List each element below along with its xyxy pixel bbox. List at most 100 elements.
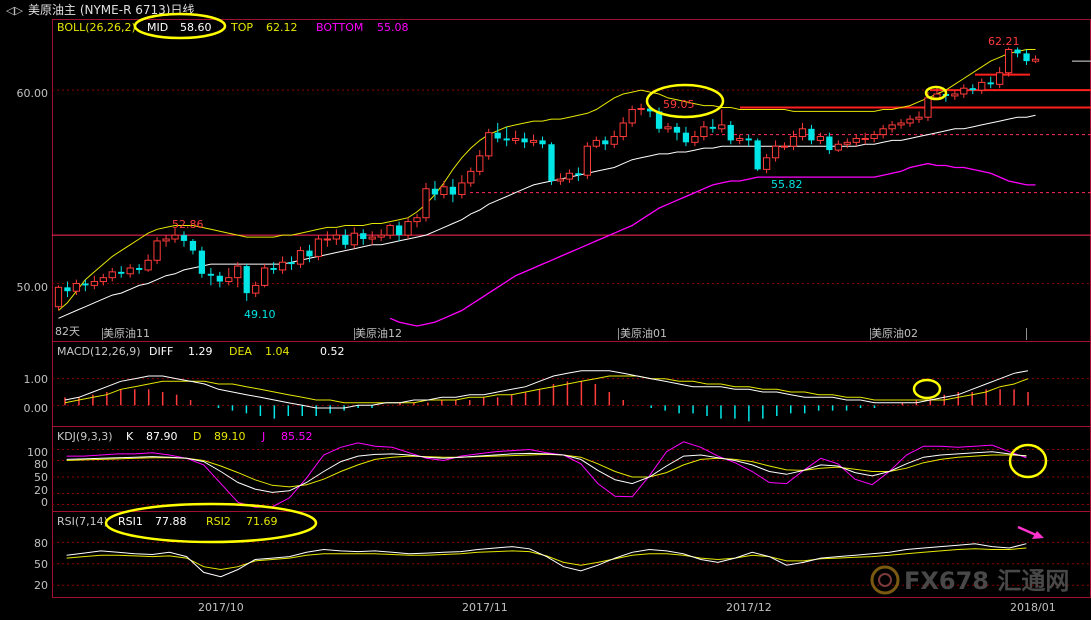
- contract-label: 美原油02: [871, 326, 918, 340]
- macd-tick-label: 1.00: [24, 373, 49, 386]
- candle-body-down: [207, 273, 215, 276]
- candle-body-down: [342, 235, 349, 245]
- macd-diff-line: [64, 370, 1029, 409]
- candle-body-up: [153, 240, 161, 261]
- kdj-tick-label: 20: [34, 484, 48, 497]
- candle-body-up: [565, 172, 574, 180]
- candle-body-down: [1023, 53, 1030, 62]
- candle-body-up: [780, 145, 789, 148]
- support-resistance-lines: [52, 60, 1091, 236]
- candle-body-up: [736, 137, 744, 141]
- boll-mid-line: [58, 114, 1036, 319]
- candle-body-up: [261, 267, 269, 286]
- macd-diff-value: 1.29: [188, 345, 213, 358]
- candle-body-down: [521, 138, 528, 143]
- candle-body-down: [136, 268, 143, 270]
- candle-body-up: [458, 182, 466, 196]
- candle-body-up: [888, 124, 896, 130]
- candle-body-down: [1014, 49, 1021, 54]
- candle-body-up: [413, 217, 421, 223]
- kdj-tick-label: 0: [41, 496, 48, 509]
- candle-body-down: [548, 144, 555, 181]
- candle-body-down: [306, 250, 313, 257]
- kdj-axis: 100 80 50 20 0: [27, 446, 48, 509]
- kdj-series: [66, 441, 1027, 508]
- candle-body-up: [718, 124, 726, 130]
- candle-body-up: [332, 234, 340, 240]
- boll-header: BOLL(26,26,2) MID 58.60 TOP 62.12 BOTTOM…: [57, 21, 409, 34]
- kdj-d-value: 89.10: [214, 430, 246, 443]
- candle-body-up: [789, 136, 798, 147]
- highlight-boll-mid: [133, 12, 227, 40]
- bollinger-bands: [58, 49, 1036, 327]
- boll-bottom-label: BOTTOM: [316, 21, 363, 34]
- candle-body-down: [754, 140, 761, 170]
- candle-body-down: [189, 240, 197, 251]
- candle-body-down: [709, 126, 716, 129]
- candle-body-up: [960, 87, 968, 95]
- macd-axis: 1.00 0.00: [24, 373, 49, 415]
- candle-body-up: [592, 139, 600, 147]
- contract-label: 美原油12: [355, 326, 402, 340]
- rsi-tick-label: 50: [34, 558, 48, 571]
- candle-body-up: [90, 281, 98, 286]
- candle-body-down: [198, 250, 206, 274]
- candle-body-up: [350, 232, 358, 246]
- candle-body-up: [906, 118, 914, 124]
- macd-header: MACD(12,26,9) DIFF 1.29 DEA 1.04 0.52: [57, 345, 345, 358]
- candle-body-down: [395, 225, 403, 236]
- rsi1-value: 77.88: [155, 515, 187, 528]
- date-label: 2017/12: [726, 601, 772, 614]
- candle-body-up: [72, 282, 81, 292]
- candle-body-down: [673, 126, 681, 133]
- trend-arrow: [1017, 525, 1044, 539]
- candle-body-up: [700, 126, 708, 138]
- candle-body-up: [162, 238, 170, 242]
- kdj-j-label: J: [261, 430, 265, 443]
- kdj-k-value: 87.90: [146, 430, 178, 443]
- annotation-high-3: 62.21: [988, 35, 1020, 48]
- candle-body-down: [826, 136, 833, 151]
- candle-body-up: [422, 188, 430, 219]
- date-label: 2018/01: [1010, 601, 1056, 614]
- candle-body-up: [1004, 49, 1013, 74]
- candle-body-up: [897, 122, 905, 126]
- boll-bottom-line: [389, 162, 1036, 327]
- contract-label: 82天: [55, 325, 80, 338]
- candle-body-up: [404, 221, 412, 236]
- candle-body-up: [108, 271, 116, 279]
- candle-body-up: [511, 137, 520, 141]
- candle-body-up: [556, 178, 565, 182]
- kdj-d-label: D: [193, 430, 201, 443]
- candle-body-down: [646, 108, 654, 112]
- candle-body-down: [118, 271, 125, 274]
- rsi2-value: 71.69: [246, 515, 278, 528]
- candle-body-up: [610, 136, 618, 145]
- candle-body-up: [467, 170, 475, 184]
- macd-dea-line: [64, 375, 1029, 404]
- kdj-k-label: K: [126, 430, 134, 443]
- candle-body-up: [386, 224, 394, 236]
- kdj-tick-label: 80: [34, 458, 48, 471]
- macd-series: [64, 370, 1029, 422]
- price-tick-label: 50.00: [17, 281, 49, 294]
- kdj-label: KDJ(9,3,3): [57, 430, 113, 443]
- candle-body-up: [915, 116, 923, 120]
- candles: [54, 47, 1040, 311]
- candle-body-up: [870, 134, 878, 139]
- candle-body-up: [314, 238, 323, 257]
- rsi-series: [66, 543, 1027, 578]
- watermark-logo-icon: [870, 565, 900, 595]
- grid-lines: [52, 89, 1091, 586]
- candle-body-down: [82, 283, 89, 286]
- macd-diff-label: DIFF: [149, 345, 173, 358]
- highlight-macd-cross: [912, 378, 942, 400]
- back-forward-icon[interactable]: ◁▷: [6, 4, 23, 17]
- kdj-k-line: [66, 451, 1027, 493]
- candle-body-up: [637, 108, 645, 110]
- watermark: FX678 汇通网: [870, 565, 1069, 595]
- macd-label: MACD(12,26,9): [57, 345, 141, 358]
- candle-body-up: [861, 137, 869, 140]
- candle-body-down: [494, 132, 501, 139]
